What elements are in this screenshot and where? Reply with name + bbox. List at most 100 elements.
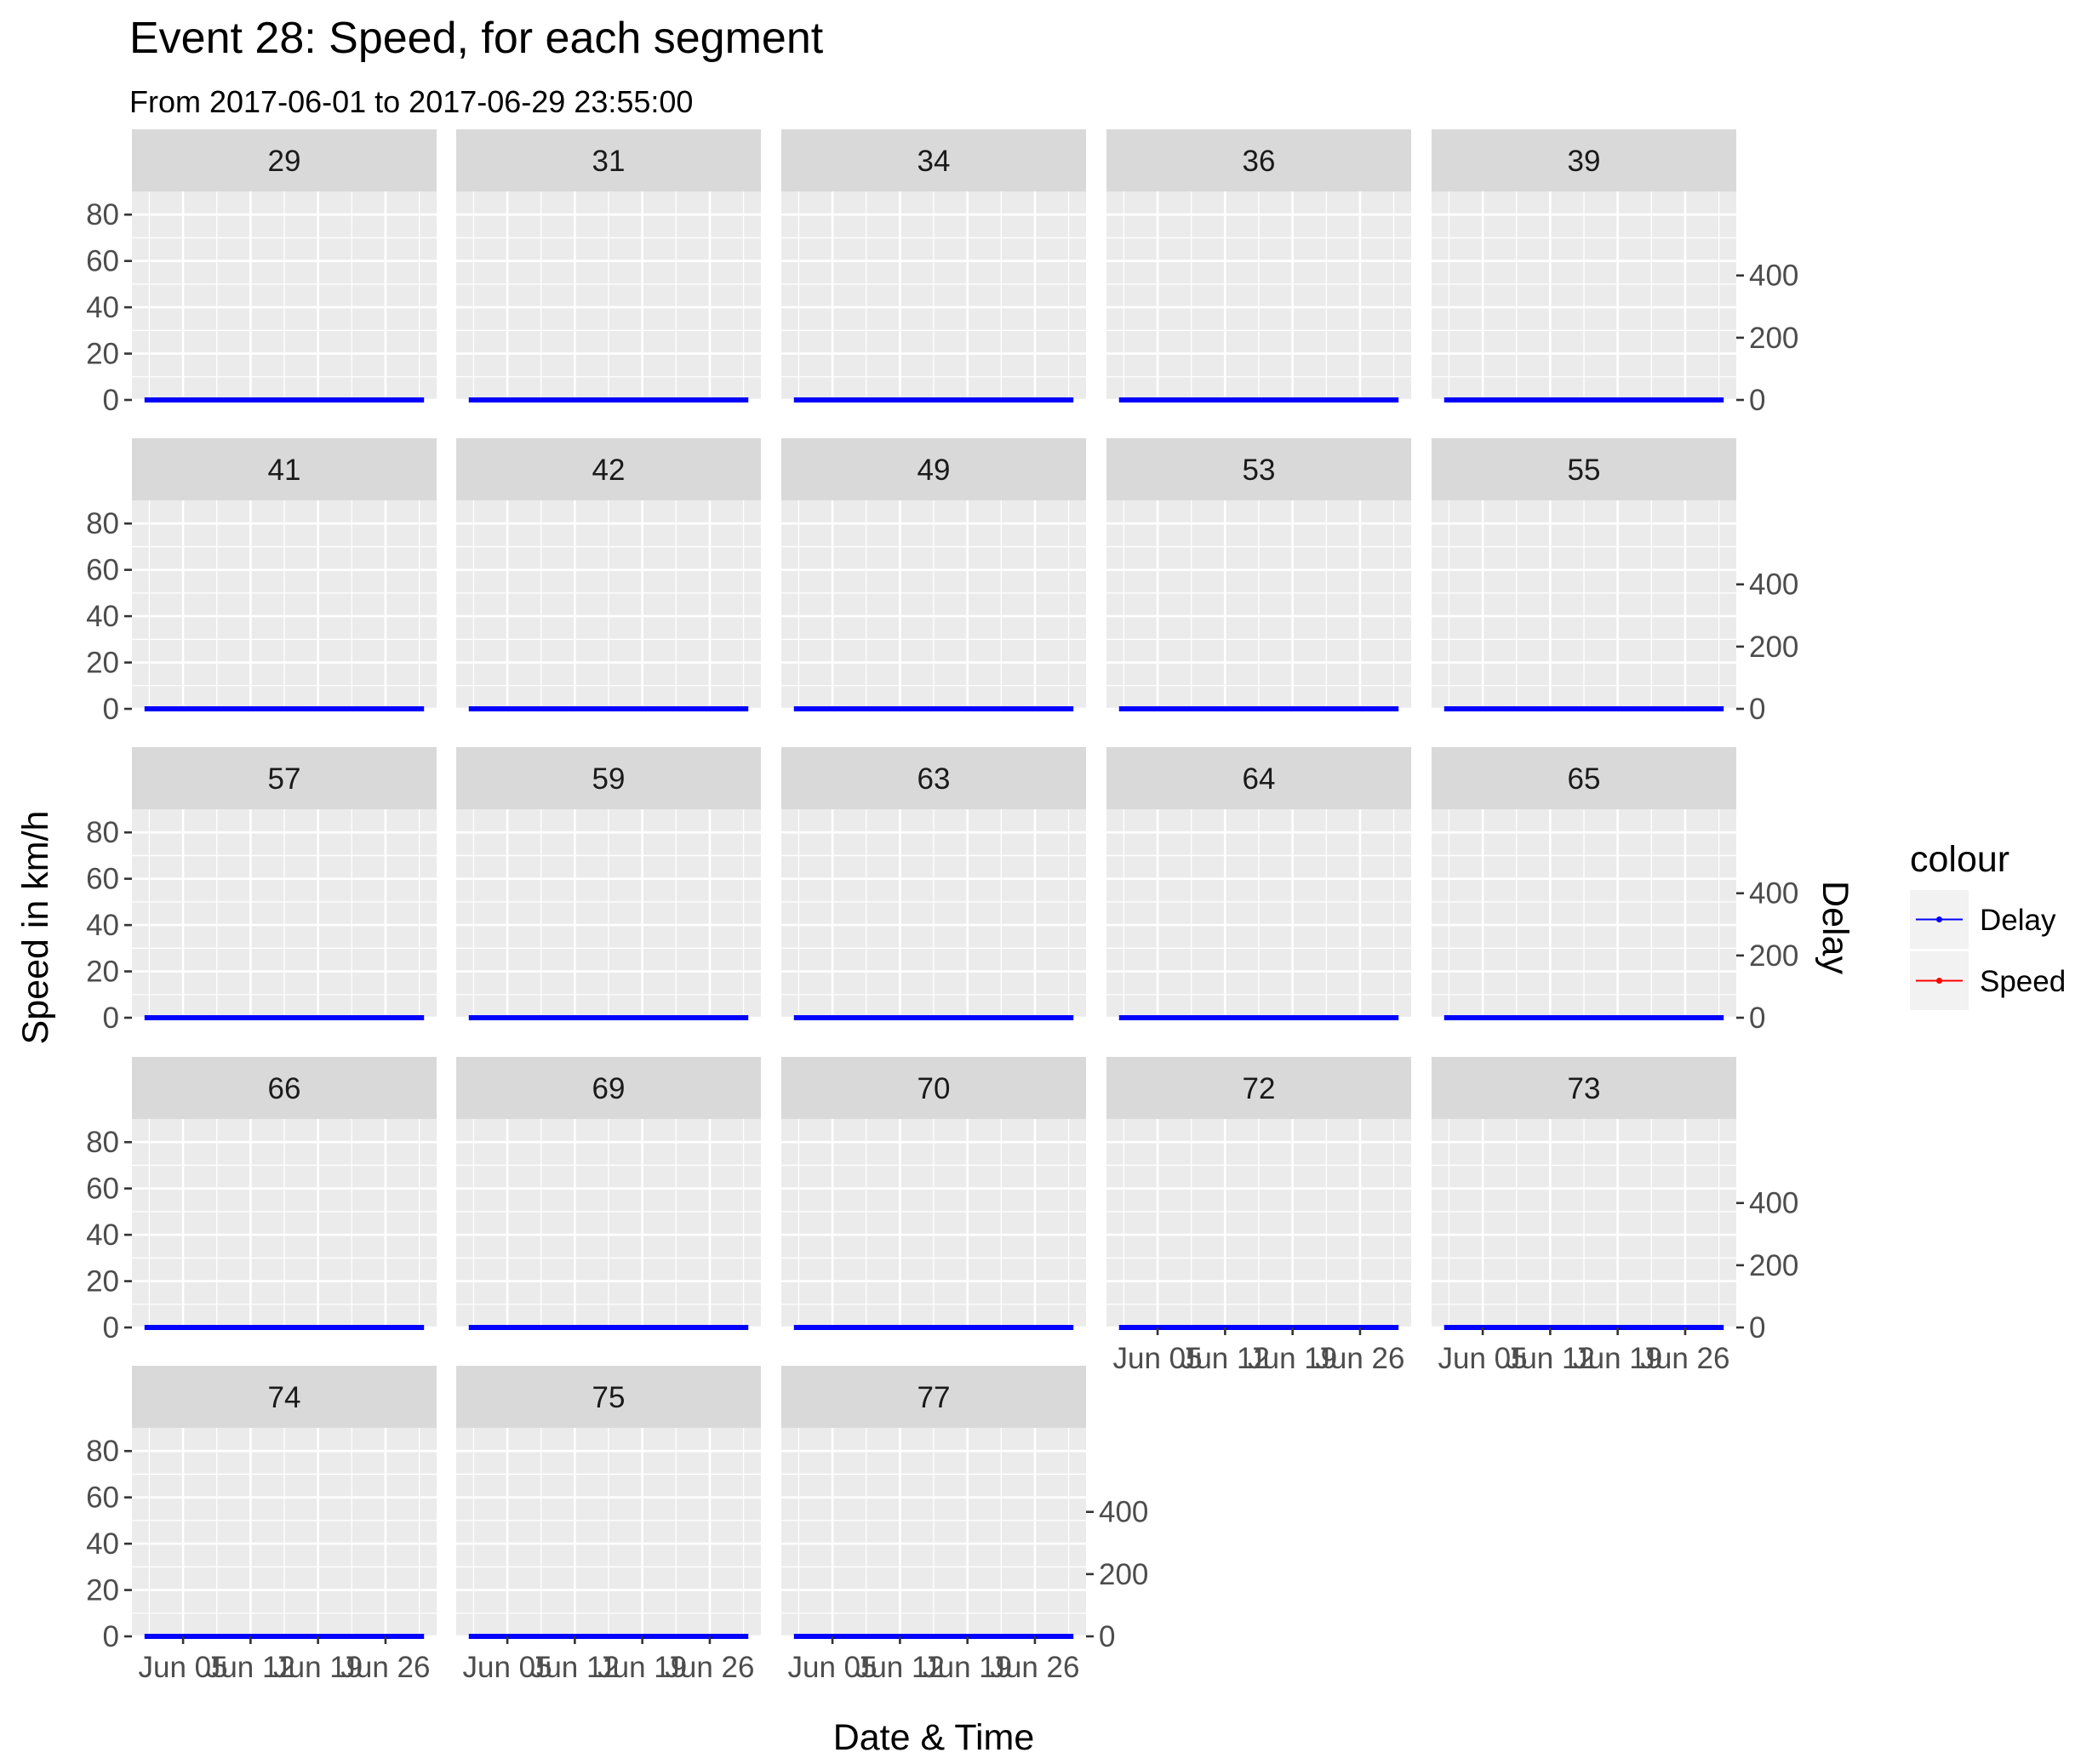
facet-strip-label: 29 [268, 145, 301, 178]
facet-strip [1106, 747, 1411, 809]
x-axis-tick-label: Jun 19 [597, 1651, 687, 1684]
facet-strip [781, 1057, 1086, 1119]
y2-axis-tick-label: 0 [1749, 1311, 1765, 1344]
y2-axis-tick-label: 400 [1749, 877, 1798, 911]
facet-panel-31: 31 [456, 129, 761, 402]
x-axis-tick-label: Jun 12 [530, 1651, 620, 1684]
facet-strip [456, 129, 761, 191]
facet-strip-label: 36 [1243, 145, 1276, 178]
y2-axis-tick-label: 200 [1749, 1249, 1798, 1282]
x-axis-tick-label: Jun 26 [665, 1651, 754, 1684]
facet-strip-label: 31 [592, 145, 626, 178]
legend-key-point [1936, 916, 1942, 922]
facet-strip-label: 75 [592, 1381, 626, 1414]
facet-strip [132, 1057, 437, 1119]
facet-panel-69: 69 [456, 1057, 761, 1330]
facet-strip-label: 70 [918, 1072, 951, 1105]
x-axis-tick-label: Jun 05 [463, 1651, 552, 1684]
y-axis-tick-label: 40 [86, 291, 119, 324]
facet-strip-label: 72 [1243, 1072, 1276, 1105]
facet-panel-70: 70 [781, 1057, 1086, 1330]
facet-strip-label: 55 [1568, 454, 1601, 487]
facet-strip [132, 129, 437, 191]
facet-strip [1106, 129, 1411, 191]
x-axis-tick-label: Jun 26 [1315, 1342, 1404, 1375]
y-axis-tick-label: 60 [86, 863, 119, 896]
facet-strip [1106, 1057, 1411, 1119]
y2-axis-tick-label: 0 [1749, 384, 1765, 417]
y2-axis-tick-label: 200 [1749, 322, 1798, 355]
facet-strip-label: 53 [1243, 454, 1276, 487]
x-axis-tick-label: Jun 26 [1640, 1342, 1729, 1375]
facet-strip [1432, 747, 1736, 809]
x-axis-tick-label: Jun 26 [340, 1651, 430, 1684]
y-axis-tick-label: 0 [103, 1002, 119, 1035]
facet-strip [781, 129, 1086, 191]
y-axis-tick-label: 40 [86, 600, 119, 633]
y-axis-tick-label: 60 [86, 1173, 119, 1206]
facet-strip-label: 77 [918, 1381, 951, 1414]
y-axis-tick-label: 20 [86, 338, 119, 371]
facet-strip-label: 49 [918, 454, 951, 487]
x-axis-tick-label: Jun 26 [990, 1651, 1079, 1684]
y-axis-tick-label: 20 [86, 1265, 119, 1299]
y-axis-tick-label: 80 [86, 1435, 119, 1468]
x-axis-tick-label: Jun 12 [855, 1651, 945, 1684]
facet-panel-65: 65 0 200 400 [1432, 747, 1798, 1035]
facet-panel-34: 34 [781, 129, 1086, 402]
x-axis-tick-label: Jun 12 [206, 1651, 295, 1684]
y-axis-tick-label: 80 [86, 1126, 119, 1159]
facet-panel-66: 66 0 20 40 60 80 [86, 1057, 437, 1344]
facet-strip-label: 69 [592, 1072, 626, 1105]
facet-strip [456, 438, 761, 500]
y-axis-tick-label: 60 [86, 1481, 119, 1515]
facet-panel-57: 57 0 20 40 60 80 [86, 747, 437, 1035]
y-axis-tick-label: 40 [86, 1527, 119, 1561]
facet-strip [456, 1057, 761, 1119]
x-axis-tick-label: Jun 19 [1573, 1342, 1662, 1375]
legend: colour Delay Speed [1910, 839, 2066, 1010]
facet-strip [1106, 438, 1411, 500]
legend-title: colour [1910, 839, 2009, 880]
y2-axis-tick-label: 0 [1749, 1002, 1765, 1035]
facet-strip-label: 74 [268, 1381, 301, 1414]
facet-strip-label: 64 [1243, 762, 1276, 796]
facet-strip [132, 1366, 437, 1428]
y2-axis-tick-label: 0 [1749, 693, 1765, 726]
y2-axis-tick-label: 400 [1749, 1187, 1798, 1220]
chart-subtitle: From 2017-06-01 to 2017-06-29 23:55:00 [129, 84, 693, 119]
x-axis-tick-label: Jun 05 [1113, 1342, 1203, 1375]
facet-panel-55: 55 0 200 400 [1432, 438, 1798, 726]
facet-panel-53: 53 [1106, 438, 1411, 711]
facet-strip [781, 438, 1086, 500]
y2-axis-tick-label: 400 [1749, 568, 1798, 602]
facet-strip [1432, 129, 1736, 191]
facet-panel-39: 39 0 200 400 [1432, 129, 1798, 417]
y-axis-tick-label: 0 [103, 693, 119, 726]
facet-strip [456, 747, 761, 809]
facet-strip-label: 65 [1568, 762, 1601, 796]
y-axis-tick-label: 0 [103, 1620, 119, 1653]
y2-axis-tick-label: 200 [1749, 631, 1798, 664]
x-axis-tick-label: Jun 12 [1180, 1342, 1270, 1375]
y-axis-tick-label: 80 [86, 507, 119, 540]
facet-panel-64: 64 [1106, 747, 1411, 1020]
facet-panel-41: 41 0 20 40 60 80 [86, 438, 437, 726]
y-axis-tick-label: 40 [86, 909, 119, 942]
x-axis-tick-label: Jun 05 [139, 1651, 228, 1684]
facet-strip-label: 73 [1568, 1072, 1601, 1105]
x-axis-tick-label: Jun 19 [923, 1651, 1012, 1684]
legend-key-point [1936, 978, 1942, 984]
chart-title: Event 28: Speed, for each segment [129, 14, 824, 63]
y-axis-tick-label: 0 [103, 1311, 119, 1344]
facet-strip [781, 747, 1086, 809]
facet-strip [132, 747, 437, 809]
y2-axis-tick-label: 0 [1099, 1620, 1115, 1653]
x-axis-tick-label: Jun 19 [273, 1651, 363, 1684]
